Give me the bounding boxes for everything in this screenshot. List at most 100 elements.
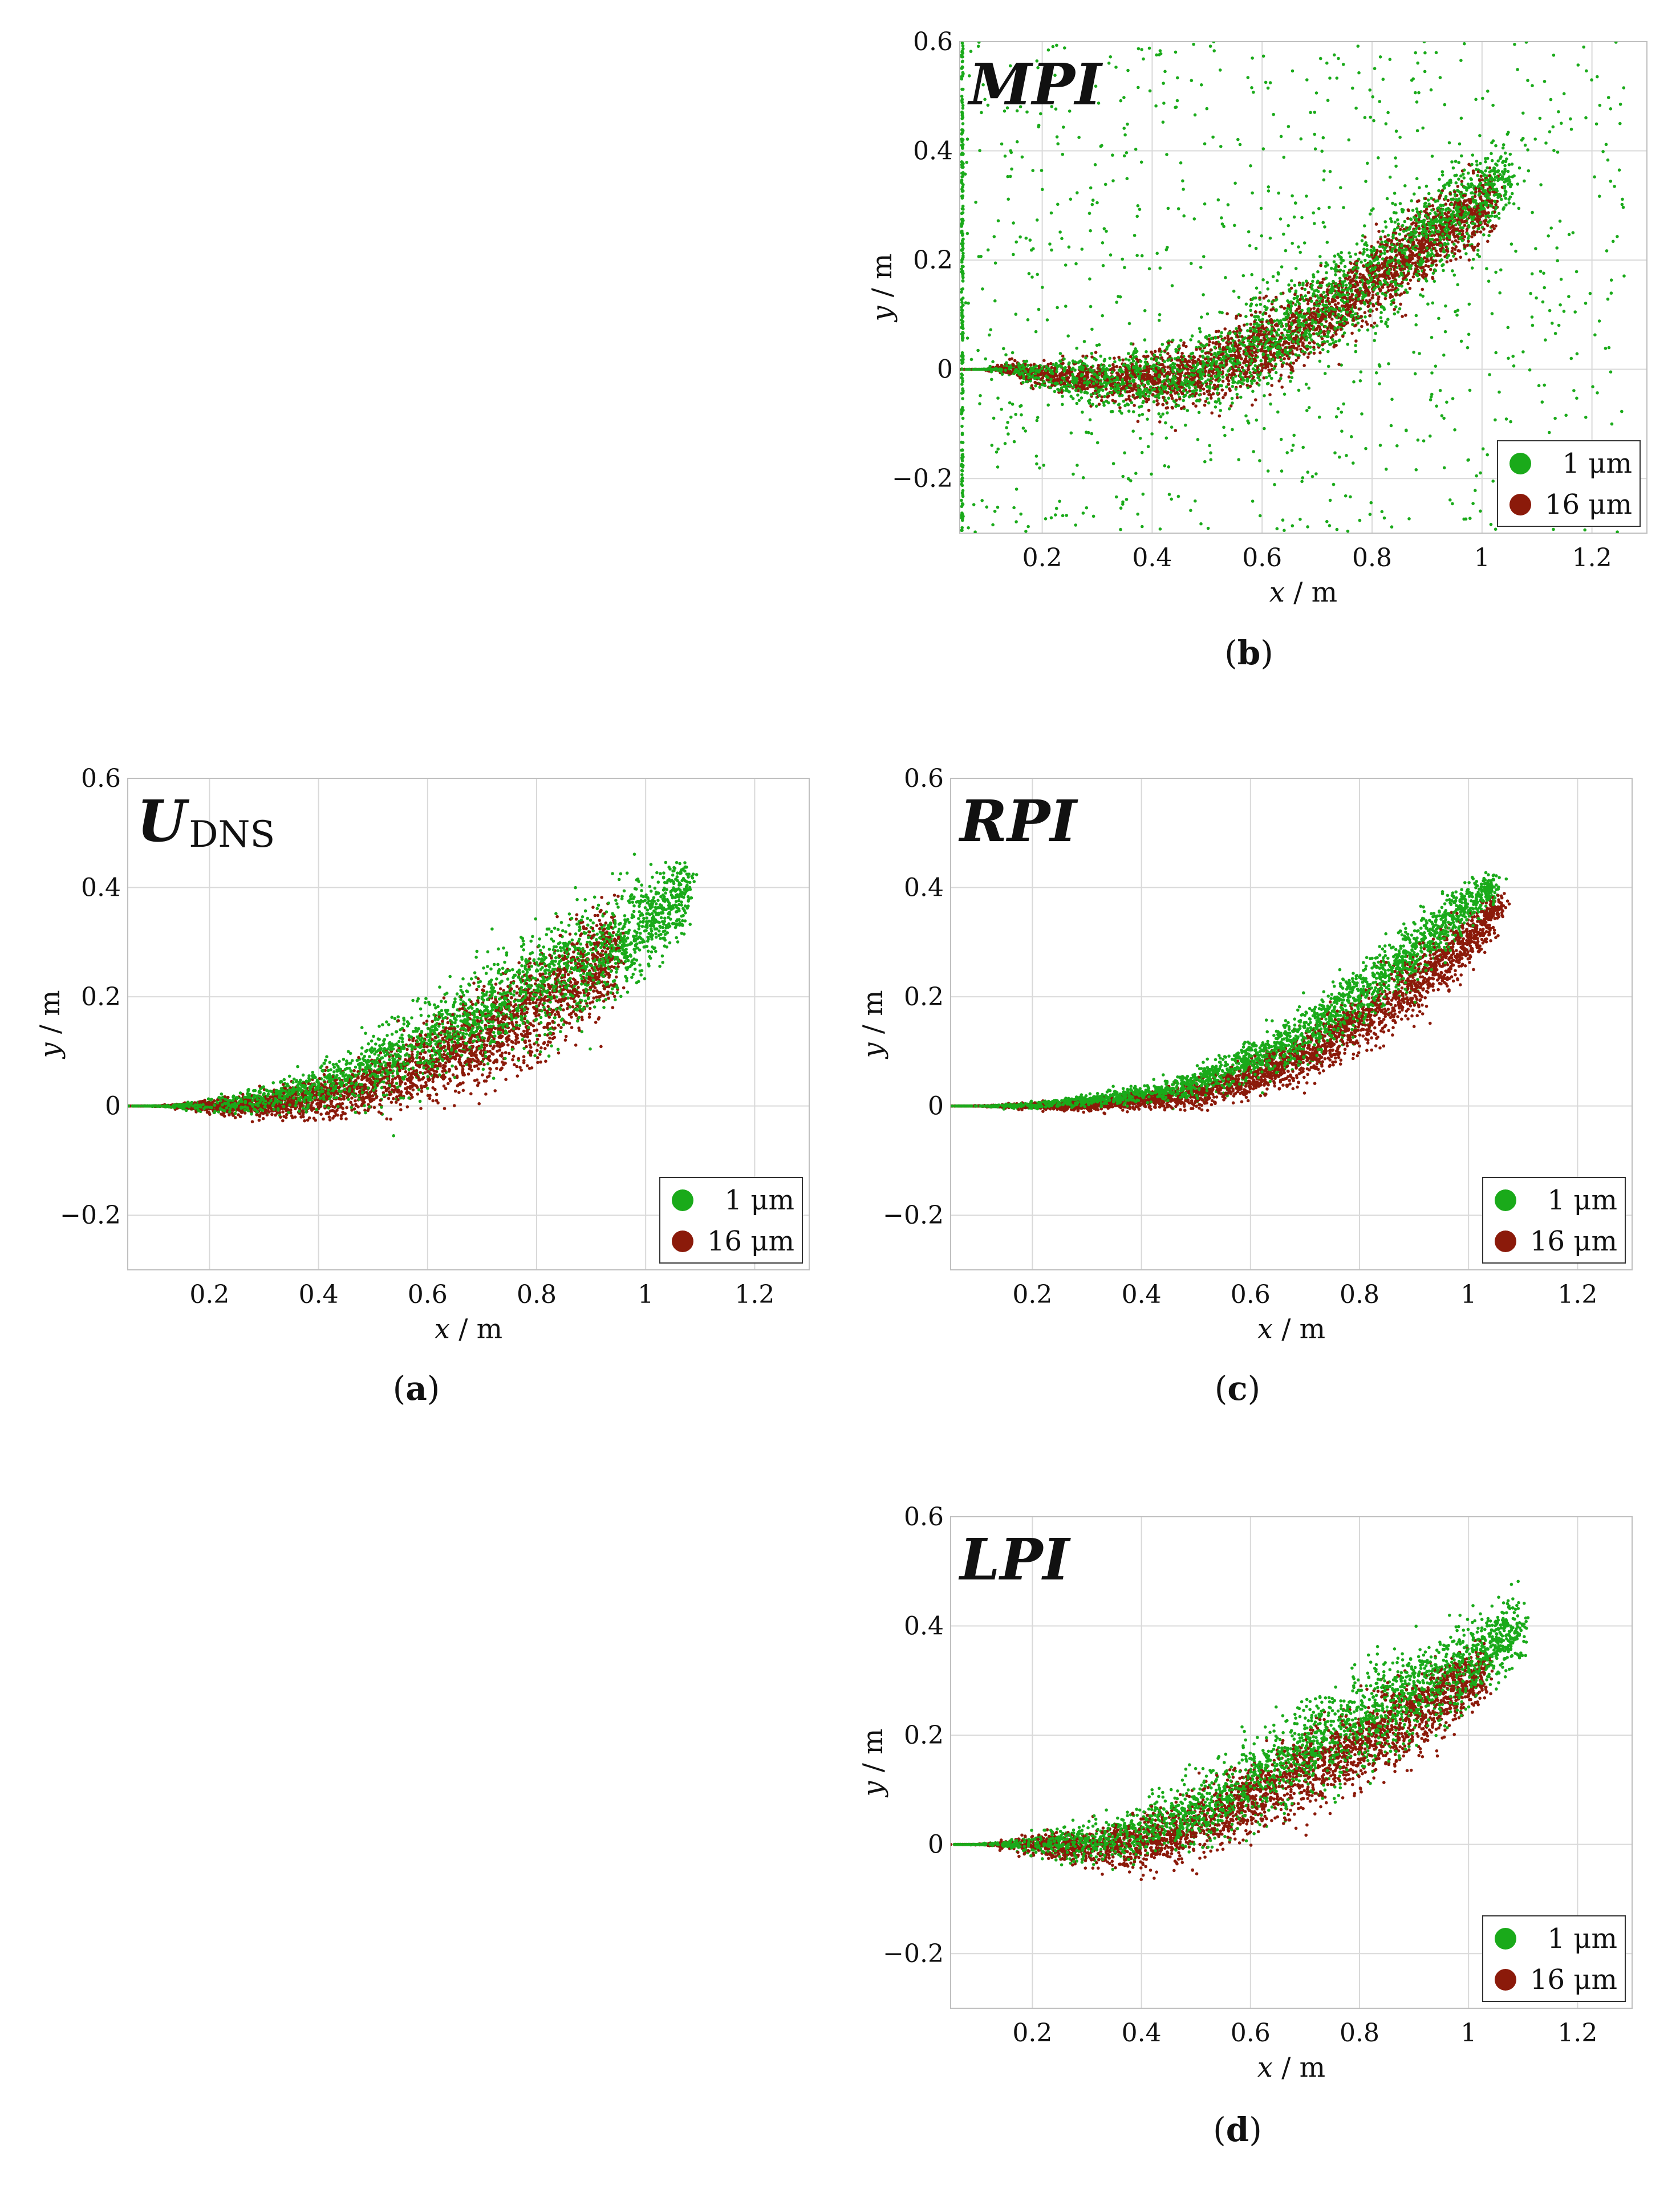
scatter-point: [960, 457, 964, 461]
scatter-point: [1036, 66, 1040, 70]
scatter-point: [1133, 234, 1137, 237]
scatter-point: [1318, 281, 1322, 285]
scatter-point: [1609, 180, 1613, 183]
scatter-point: [1206, 397, 1209, 400]
scatter-point: [961, 331, 965, 335]
scatter-point: [1333, 254, 1337, 258]
scatter-point: [1528, 368, 1532, 372]
scatter-point: [1253, 351, 1256, 354]
scatter-point: [1449, 259, 1452, 262]
scatter-point: [1490, 312, 1494, 315]
scatter-point: [1426, 259, 1430, 263]
scatter-point: [1451, 166, 1455, 170]
scatter-point: [1061, 403, 1064, 407]
scatter-point: [1614, 42, 1618, 44]
scatter-point: [1105, 229, 1108, 233]
scatter-point: [1352, 319, 1356, 322]
scatter-point: [1443, 330, 1447, 334]
scatter-point: [1053, 366, 1057, 370]
scatter-point: [1002, 347, 1005, 351]
scatter-point: [960, 175, 964, 178]
scatter-point: [1300, 286, 1304, 290]
scatter-point: [1345, 283, 1348, 287]
scatter-point: [1312, 346, 1316, 349]
scatter-point: [1396, 310, 1400, 314]
scatter-point: [1342, 402, 1345, 406]
scatter-point: [1267, 185, 1271, 189]
scatter-point: [1271, 307, 1275, 311]
scatter-point: [1617, 168, 1621, 172]
scatter-point: [1414, 91, 1417, 95]
scatter-point: [961, 405, 964, 409]
scatter-point: [1407, 517, 1411, 521]
scatter-point: [1379, 237, 1382, 241]
scatter-point: [1484, 160, 1487, 164]
scatter-point: [1576, 63, 1580, 67]
scatter-point: [1003, 109, 1007, 113]
scatter-point: [1091, 198, 1095, 202]
scatter-point: [1454, 310, 1457, 314]
scatter-point: [964, 301, 968, 304]
scatter-point: [986, 248, 990, 252]
scatter-point: [1547, 234, 1550, 238]
scatter-point: [1097, 403, 1101, 406]
scatter-point: [1450, 225, 1454, 229]
scatter-point: [1462, 172, 1465, 176]
scatter-point: [1239, 384, 1243, 388]
scatter-point: [1235, 327, 1238, 331]
scatter-point: [1010, 167, 1013, 171]
scatter-point: [1440, 173, 1444, 177]
scatter-point: [1609, 291, 1613, 295]
scatter-point: [1459, 59, 1463, 62]
scatter-point: [1225, 385, 1228, 389]
scatter-point: [1268, 393, 1272, 396]
scatter-point: [1616, 235, 1619, 238]
scatter-point: [1320, 149, 1324, 153]
scatter-point: [1463, 243, 1466, 247]
scatter-point: [1481, 96, 1484, 100]
scatter-point: [1130, 363, 1134, 366]
scatter-point: [961, 44, 965, 48]
scatter-point: [1417, 234, 1421, 238]
scatter-point: [1037, 307, 1041, 311]
scatter-point: [1376, 277, 1379, 281]
scatter-point: [960, 311, 964, 315]
scatter-point: [1448, 498, 1452, 502]
scatter-point: [960, 152, 963, 156]
scatter-point: [960, 65, 964, 69]
scatter-point: [1434, 364, 1438, 368]
scatter-point: [1146, 445, 1150, 448]
scatter-point: [1383, 235, 1387, 239]
scatter-point: [1196, 438, 1200, 441]
scatter-point: [1453, 428, 1456, 432]
scatter-point: [1487, 279, 1491, 283]
scatter-point: [1521, 350, 1525, 354]
scatter-point: [1069, 431, 1073, 435]
scatter-point: [1470, 235, 1474, 239]
scatter-point: [1020, 155, 1024, 159]
scatter-point: [1467, 239, 1470, 243]
scatter-point: [1259, 330, 1263, 333]
scatter-point: [1163, 70, 1167, 74]
scatter-point: [1158, 313, 1162, 316]
scatter-point: [1493, 178, 1496, 182]
scatter-point: [1509, 242, 1513, 246]
scatter-point: [960, 132, 964, 136]
scatter-point: [960, 189, 964, 193]
scatter-point: [1378, 382, 1381, 385]
scatter-point: [1202, 293, 1205, 297]
scatter-point: [1209, 393, 1213, 397]
scatter-point: [1018, 105, 1022, 108]
scatter-point: [1523, 179, 1526, 183]
scatter-point: [1406, 282, 1410, 286]
scatter-point: [961, 380, 964, 384]
scatter-point: [1386, 249, 1389, 253]
scatter-point: [1115, 300, 1118, 304]
scatter-point: [1395, 253, 1399, 257]
scatter-point: [1131, 410, 1135, 413]
scatter-point: [1491, 224, 1495, 228]
scatter-point: [1366, 161, 1369, 165]
scatter-point: [1389, 217, 1393, 221]
scatter-point: [1035, 419, 1039, 423]
scatter-point: [1334, 415, 1338, 419]
